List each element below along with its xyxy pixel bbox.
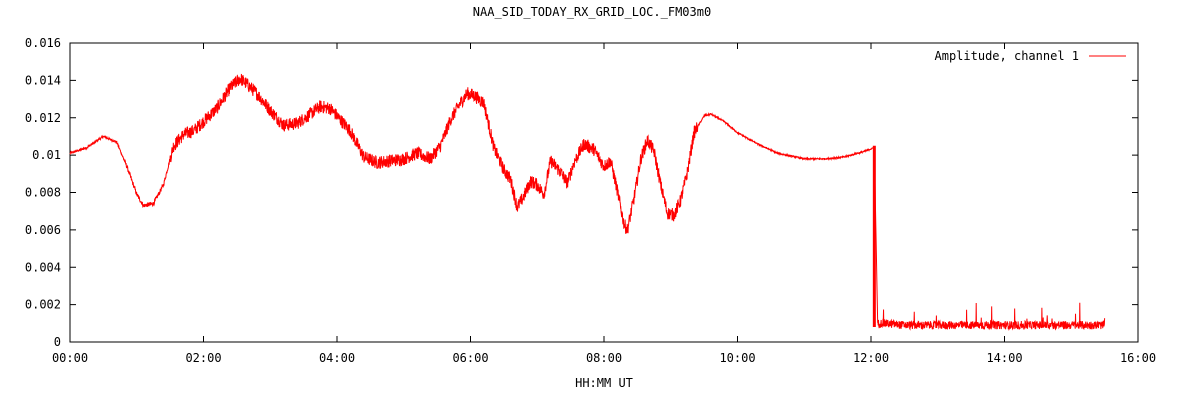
y-tick-label: 0.01: [32, 148, 61, 162]
x-tick-label: 08:00: [586, 351, 622, 365]
legend-label: Amplitude, channel 1: [935, 49, 1080, 63]
x-axis-label: HH:MM UT: [575, 376, 633, 390]
y-axis: 0 0.002 0.004 0.006 0.008 0.01 0.012 0.014 0.016: [25, 36, 1138, 349]
x-tick-label: 14:00: [986, 351, 1022, 365]
y-tick-label: 0.004: [25, 260, 61, 274]
x-tick-label: 04:00: [319, 351, 355, 365]
x-axis: 00:00 02:00 04:00 06:00 08:00 10:00 12:00 14:00…: [52, 43, 1156, 365]
legend: Amplitude, channel 1: [935, 49, 1126, 63]
y-tick-label: 0.016: [25, 36, 61, 50]
series-line: [69, 73, 1106, 331]
x-tick-label: 16:00: [1120, 351, 1156, 365]
x-tick-label: 02:00: [185, 351, 221, 365]
y-tick-label: 0.014: [25, 73, 61, 87]
x-tick-label: 12:00: [853, 351, 889, 365]
y-tick-label: 0: [54, 335, 61, 349]
x-tick-label: 10:00: [719, 351, 755, 365]
series-layer: [69, 73, 1106, 331]
y-tick-label: 0.002: [25, 298, 61, 312]
x-tick-label: 00:00: [52, 351, 88, 365]
y-tick-label: 0.012: [25, 111, 61, 125]
chart-title: NAA_SID_TODAY_RX_GRID_LOC._FM03m0: [473, 5, 711, 19]
y-tick-label: 0.008: [25, 186, 61, 200]
x-tick-label: 06:00: [452, 351, 488, 365]
y-tick-label: 0.006: [25, 223, 61, 237]
